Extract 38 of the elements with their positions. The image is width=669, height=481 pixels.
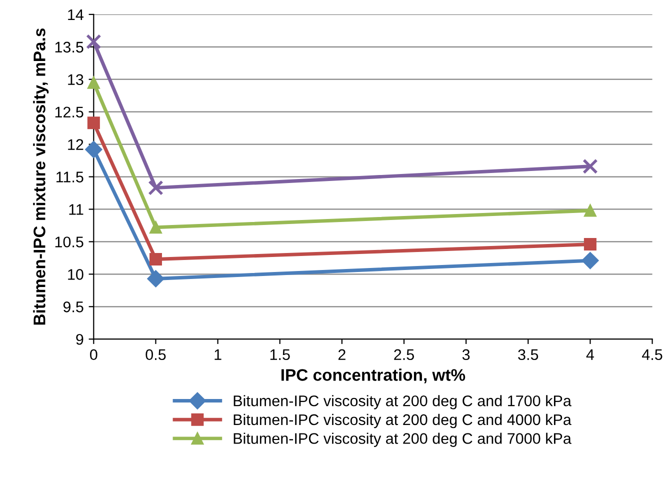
legend-label: Bitumen-IPC viscosity at 200 deg C and 7000 kPa: [234, 432, 572, 447]
y-tick-label: 10.5: [55, 236, 84, 248]
point: [582, 252, 599, 270]
point: [86, 34, 102, 50]
x-tick-label: 4.5: [642, 349, 662, 360]
y-tick-label: 13: [68, 74, 84, 86]
x-axis-title: IPC concentration, wt%: [281, 368, 466, 384]
y-tick-label: 14: [68, 9, 84, 20]
y-tick-label: 11.5: [56, 172, 84, 182]
y-tick-label: 13.5: [55, 42, 84, 53]
point: [584, 238, 596, 251]
point: [149, 221, 162, 234]
point: [149, 252, 162, 266]
legend-label: Bitumen-IPC viscosity at 200 deg C and 4000 kPa: [234, 414, 572, 428]
x-tick-label: 0.5: [146, 349, 166, 360]
y-tick-label: 9.5: [63, 302, 84, 312]
y-tick-label: 11: [69, 204, 84, 215]
y-axis-title: Bitumen-IPC mixture viscosity, mPa.s: [33, 28, 49, 325]
point: [582, 158, 598, 174]
point: [87, 76, 100, 89]
y-tick-label: 9: [76, 334, 84, 345]
x-tick-label: 2: [338, 349, 346, 360]
x-tick-label: 3: [462, 349, 470, 360]
legend-label: Bitumen-IPC viscosity at 200 deg C and 1700 kPa: [234, 395, 572, 410]
x-tick-label: 0: [90, 349, 98, 360]
y-tick-label: 12.5: [55, 106, 84, 118]
x-tick-label: 1.5: [270, 349, 290, 360]
point: [87, 116, 100, 130]
point: [147, 270, 164, 288]
x-tick-label: 2.5: [394, 349, 414, 360]
x-tick-label: 4: [586, 349, 594, 360]
point: [148, 180, 164, 196]
y-tick-label: 10: [68, 269, 84, 280]
x-tick-label: 3.5: [518, 349, 538, 360]
point: [584, 204, 596, 217]
y-tick-label: 12: [68, 139, 84, 150]
point: [85, 140, 102, 158]
x-tick-label: 1: [214, 349, 222, 360]
